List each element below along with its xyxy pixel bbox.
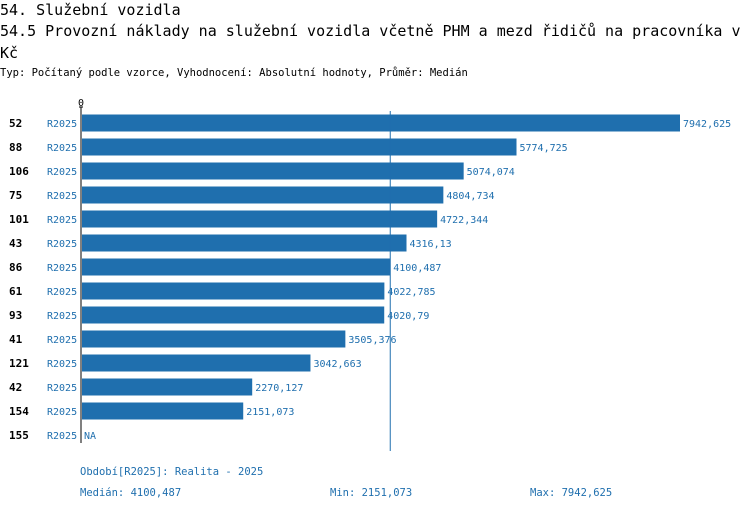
category-label: 61 (9, 285, 23, 298)
period-label: R2025 (47, 239, 77, 250)
category-label: 75 (9, 189, 22, 202)
data-bar (82, 282, 385, 300)
value-label: 5074,074 (467, 167, 515, 178)
value-label: 4020,79 (387, 311, 429, 322)
data-bar (82, 114, 680, 132)
value-label: 4022,785 (387, 287, 435, 298)
data-bar (82, 330, 346, 348)
period-label: R2025 (47, 383, 77, 394)
value-label: 5774,725 (520, 143, 568, 154)
category-label: 154 (9, 405, 29, 418)
period-label: R2025 (47, 287, 77, 298)
category-label: 41 (9, 333, 23, 346)
period-label: R2025 (47, 143, 77, 154)
value-label: 4804,734 (446, 191, 494, 202)
data-bar (82, 258, 391, 276)
value-label: 4722,344 (440, 215, 488, 226)
data-bar (82, 138, 517, 156)
category-label: 155 (9, 429, 29, 442)
data-bar (82, 402, 244, 420)
category-label: 93 (9, 309, 22, 322)
data-bar (82, 186, 444, 204)
median-summary: Medián: 4100,487 (80, 487, 182, 499)
period-label: R2025 (47, 167, 77, 178)
period-label: R2025 (47, 359, 77, 370)
value-label: 2151,073 (246, 407, 294, 418)
period-label: R2025 (47, 311, 77, 322)
value-label: 2270,127 (255, 383, 303, 394)
category-label: 121 (9, 357, 29, 370)
category-label: 86 (9, 261, 23, 274)
category-label: 88 (9, 141, 22, 154)
category-label: 52 (9, 117, 22, 130)
data-bar (82, 234, 407, 252)
data-bar (82, 210, 438, 228)
chart-meta-info: Typ: Počítaný podle vzorce, Vyhodnocení:… (0, 67, 468, 79)
category-label: 43 (9, 237, 22, 250)
value-label: 3505,376 (348, 335, 396, 346)
category-label: 101 (9, 213, 29, 226)
value-label: 3042,663 (313, 359, 361, 370)
min-summary: Min: 2151,073 (330, 487, 413, 499)
bar-chart: 0 52 R2025 7942,625 88 R2025 5774,725 106 R2025 5… (9, 98, 731, 451)
max-summary: Max: 7942,625 (530, 487, 613, 499)
period-legend: Období[R2025]: Realita - 2025 (80, 466, 264, 478)
category-label: 106 (9, 165, 29, 178)
category-label: 42 (9, 381, 22, 394)
value-label: 7942,625 (683, 119, 731, 130)
axis-zero-label: 0 (78, 98, 84, 109)
period-label: R2025 (47, 263, 77, 274)
data-bar (82, 378, 253, 396)
chart-subtitle: 54.5 Provozní náklady na služební vozidl… (0, 22, 741, 62)
data-bar (82, 162, 464, 180)
value-label: 4316,13 (410, 239, 452, 250)
value-label: 4100,487 (393, 263, 441, 274)
data-bar (82, 354, 311, 372)
page-title: 54. Služební vozidla (0, 1, 181, 19)
period-label: R2025 (47, 191, 77, 202)
period-label: R2025 (47, 431, 77, 442)
value-label: NA (84, 431, 96, 442)
period-label: R2025 (47, 407, 77, 418)
period-label: R2025 (47, 215, 77, 226)
period-label: R2025 (47, 335, 77, 346)
period-label: R2025 (47, 119, 77, 130)
data-bar (82, 306, 385, 324)
